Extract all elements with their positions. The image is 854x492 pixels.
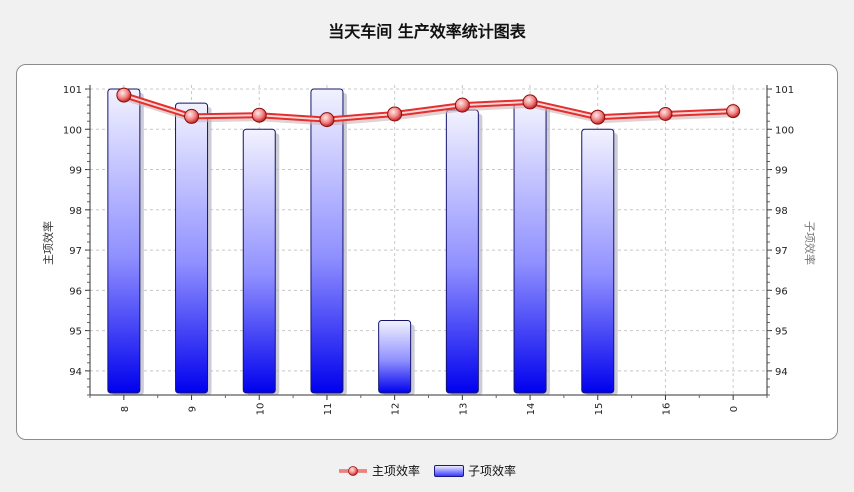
bar: [107, 88, 141, 394]
legend-label-sub: 子项效率: [468, 464, 517, 478]
y-tick-label-right: 100: [775, 125, 794, 136]
y-tick-label-left: 99: [69, 166, 82, 177]
x-tick-label: 0: [729, 406, 740, 412]
line-series-highlight: [123, 94, 734, 121]
x-tick-label: 10: [255, 403, 266, 416]
x-tick-label: 14: [526, 403, 537, 416]
line-point: [184, 108, 200, 124]
bar: [581, 128, 615, 394]
legend-bar-swatch: [434, 464, 464, 477]
bar: [175, 102, 209, 394]
bar: [378, 320, 412, 394]
line-point: [658, 106, 673, 121]
bar: [513, 102, 547, 394]
x-tick-label: 8: [120, 406, 131, 412]
y-axis-label-left: 主项效率: [41, 221, 55, 265]
line-point: [454, 97, 470, 113]
y-tick-label-right: 95: [775, 327, 788, 338]
x-tick-label: 15: [594, 403, 605, 416]
y-tick-label-left: 96: [69, 286, 82, 297]
legend-label-main: 主项效率: [371, 464, 420, 478]
y-tick-label-right: 98: [775, 206, 788, 217]
line-point: [590, 109, 606, 125]
y-tick-label-left: 100: [63, 125, 82, 136]
bar: [242, 128, 276, 394]
y-axis-label-right: 子项效率: [803, 221, 817, 265]
line-point: [319, 112, 335, 128]
line-point: [251, 107, 267, 123]
y-tick-label-left: 95: [69, 327, 82, 338]
line-point: [522, 94, 538, 110]
chart-title: 当天车间 生产效率统计图表: [328, 22, 526, 41]
line-point: [116, 87, 132, 103]
y-tick-label-left: 98: [69, 206, 82, 217]
line-point: [387, 106, 403, 122]
y-tick-label-right: 101: [775, 85, 794, 96]
chart-legend: 主项效率 子项效率: [0, 462, 854, 479]
x-tick-label: 11: [323, 403, 334, 416]
y-tick-label-right: 97: [775, 246, 788, 257]
y-tick-label-left: 101: [63, 85, 82, 96]
y-tick-label-left: 94: [69, 367, 82, 378]
bar: [310, 88, 344, 394]
line-point: [726, 104, 741, 119]
line-series-shadow: [124, 95, 736, 126]
legend-line-swatch: [338, 465, 367, 476]
legend-item-main: 主项效率: [338, 462, 420, 479]
chart-panel: [16, 64, 838, 440]
x-tick-label: 12: [391, 403, 402, 416]
x-tick-label: 13: [458, 403, 469, 416]
bar: [445, 109, 479, 394]
y-tick-label-left: 97: [69, 246, 82, 257]
x-tick-label: 9: [188, 406, 199, 412]
y-tick-label-right: 96: [775, 286, 788, 297]
y-tick-label-right: 94: [775, 367, 788, 378]
legend-item-sub: 子项效率: [434, 462, 516, 479]
x-tick-label: 16: [661, 403, 672, 416]
y-tick-label-right: 99: [775, 166, 788, 177]
